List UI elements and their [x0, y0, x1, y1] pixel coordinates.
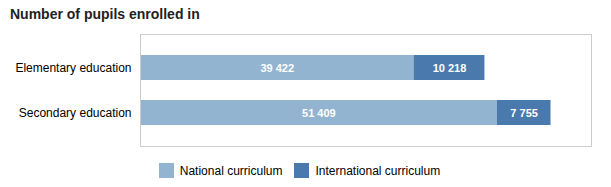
html-text:Number of pupils enrolled in: Number of pupils enrolled in	[10, 6, 200, 22]
svg-text:Secondary education: Secondary education	[19, 106, 132, 120]
svg-text:39 422: 39 422	[260, 62, 294, 74]
svg-text:Elementary education: Elementary education	[15, 61, 131, 75]
svg-text:7 755: 7 755	[510, 107, 538, 119]
svg-text:10 218: 10 218	[433, 62, 467, 74]
svg-text:51 409: 51 409	[302, 107, 336, 119]
html-text:National curriculum: National curriculum	[179, 163, 283, 178]
html-text:International curriculum: International curriculum	[315, 163, 441, 178]
